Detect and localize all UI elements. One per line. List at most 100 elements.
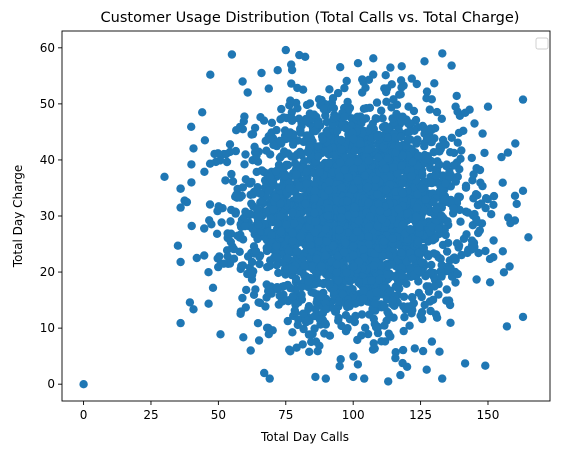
data-point xyxy=(386,172,395,181)
data-point xyxy=(200,251,209,260)
data-point xyxy=(364,156,373,165)
data-point xyxy=(283,128,293,138)
data-point xyxy=(353,335,362,345)
data-point xyxy=(379,237,389,246)
data-point xyxy=(297,283,306,292)
data-point xyxy=(282,220,291,229)
data-point xyxy=(349,262,358,271)
data-point xyxy=(310,208,319,218)
data-point xyxy=(403,135,412,145)
data-point xyxy=(325,85,334,94)
data-point xyxy=(364,222,373,231)
data-point xyxy=(474,248,483,258)
y-tick-label: 50 xyxy=(40,97,55,111)
data-point xyxy=(365,212,374,221)
data-point xyxy=(369,70,378,79)
data-point xyxy=(449,204,458,213)
data-point xyxy=(342,268,351,278)
data-point xyxy=(478,181,487,191)
data-point-outlier xyxy=(257,68,266,78)
data-point xyxy=(283,253,292,263)
data-point xyxy=(276,212,285,221)
x-tick-label: 75 xyxy=(278,408,293,422)
data-point xyxy=(430,79,439,88)
data-point xyxy=(301,199,310,209)
data-point xyxy=(446,318,455,327)
data-point xyxy=(304,302,314,311)
data-point xyxy=(442,162,451,171)
data-point xyxy=(365,103,375,113)
data-point xyxy=(238,261,248,270)
data-point xyxy=(310,228,320,237)
data-point xyxy=(377,106,386,115)
data-point xyxy=(312,254,321,264)
data-point xyxy=(437,260,446,270)
data-point xyxy=(499,268,509,277)
data-point xyxy=(364,232,373,241)
data-point xyxy=(311,217,320,226)
data-point xyxy=(388,296,397,305)
data-point xyxy=(262,293,271,302)
data-point xyxy=(253,319,263,328)
data-point xyxy=(447,61,456,70)
data-point-outlier xyxy=(187,178,196,187)
data-point xyxy=(265,374,274,383)
data-point xyxy=(369,314,378,323)
data-point xyxy=(421,195,430,204)
data-point xyxy=(412,79,421,89)
data-point xyxy=(453,138,462,147)
data-point xyxy=(377,337,386,346)
data-point xyxy=(335,172,345,181)
data-point xyxy=(266,135,275,144)
data-point xyxy=(325,280,334,289)
data-point xyxy=(273,219,282,228)
data-point xyxy=(252,151,261,160)
data-point xyxy=(416,311,425,320)
data-point xyxy=(185,298,195,307)
data-point xyxy=(417,184,427,193)
data-point xyxy=(321,251,330,260)
data-point xyxy=(369,205,378,215)
data-point xyxy=(359,245,368,254)
data-point xyxy=(391,353,400,363)
data-point xyxy=(240,222,250,231)
data-point xyxy=(272,241,281,251)
data-point xyxy=(305,109,315,118)
data-point xyxy=(229,244,239,254)
data-point xyxy=(311,268,321,277)
data-point xyxy=(461,183,471,192)
data-point xyxy=(422,155,431,164)
data-point-outlier xyxy=(79,380,88,389)
data-point xyxy=(176,318,185,328)
data-point xyxy=(292,170,301,179)
data-point xyxy=(337,321,346,331)
data-point xyxy=(437,114,446,124)
data-point xyxy=(288,265,298,274)
data-point xyxy=(298,85,308,94)
data-point xyxy=(344,299,353,309)
data-point xyxy=(442,285,451,294)
data-point xyxy=(407,172,416,181)
data-point xyxy=(348,242,358,251)
data-point xyxy=(243,88,252,97)
data-point xyxy=(406,225,415,235)
data-point xyxy=(370,299,380,308)
data-point xyxy=(498,247,507,256)
data-point-outlier xyxy=(200,136,210,145)
data-point xyxy=(481,194,491,203)
data-point xyxy=(430,282,439,291)
data-point xyxy=(223,229,232,238)
y-tick-label: 60 xyxy=(40,41,55,55)
data-point xyxy=(302,179,311,189)
data-point xyxy=(267,118,277,128)
data-point-outlier xyxy=(483,102,493,111)
data-point xyxy=(341,238,350,248)
data-point xyxy=(422,365,431,374)
data-point xyxy=(373,221,382,231)
data-point xyxy=(474,228,483,238)
data-point xyxy=(398,112,407,121)
data-point xyxy=(314,120,323,129)
data-point xyxy=(333,251,343,261)
data-point xyxy=(442,296,451,305)
data-point xyxy=(310,324,319,333)
